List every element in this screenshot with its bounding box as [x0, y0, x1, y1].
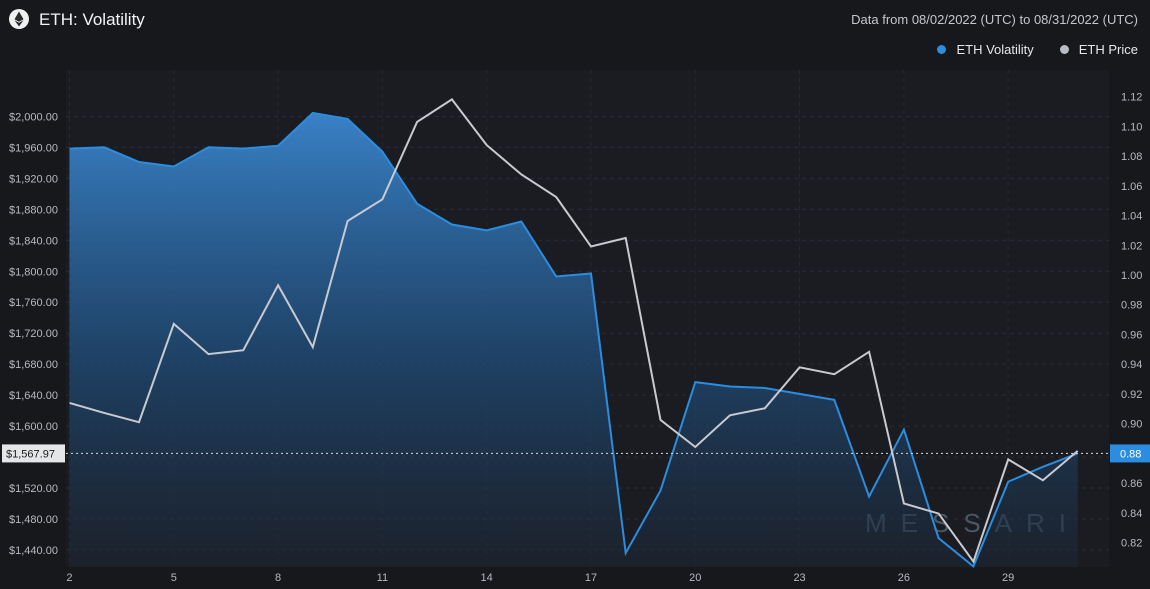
right-tick-label: 1.12	[1121, 92, 1142, 104]
left-tick-label: $1,720.00	[9, 328, 58, 340]
legend-label-volatility: ETH Volatility	[956, 42, 1034, 57]
left-tick-label: $1,840.00	[9, 235, 58, 247]
right-tick-label: 1.04	[1121, 211, 1142, 223]
crosshair-left-label: $1,567.97	[2, 444, 65, 463]
right-tick-label: 1.10	[1121, 121, 1142, 133]
legend-label-price: ETH Price	[1078, 42, 1138, 57]
x-tick-label: 26	[898, 572, 910, 584]
volatility-line[interactable]	[69, 111, 1079, 569]
right-tick-label: 0.94	[1121, 359, 1142, 371]
left-tick-label: $1,760.00	[9, 297, 58, 309]
right-tick-label: 1.00	[1121, 270, 1142, 282]
right-tick-label: 0.96	[1121, 329, 1142, 341]
right-tick-label: 1.08	[1121, 151, 1142, 163]
legend-item-price[interactable]: ETH Price	[1059, 42, 1138, 57]
x-axis: 2 5 8 11 14 17 20 23 26 29	[66, 572, 1014, 584]
right-axis: 0.82 0.84 0.86 0.90 0.92 0.94 0.96 0.98 1.00 1.02…	[1121, 92, 1142, 550]
legend: ETH Volatility ETH Price	[937, 42, 1138, 57]
price-line[interactable]	[69, 98, 1079, 564]
chart-header: ETH: Volatility Data from 08/02/2022 (UT…	[0, 0, 1150, 70]
legend-swatch-price	[1059, 45, 1069, 54]
x-tick-label: 17	[585, 572, 597, 584]
x-tick-label: 2	[66, 572, 72, 584]
left-tick-label: $1,680.00	[9, 359, 58, 371]
left-tick-label: $1,520.00	[9, 483, 58, 495]
left-tick-label: $1,880.00	[9, 204, 58, 216]
left-tick-label: $1,920.00	[9, 173, 58, 185]
right-tick-label: 0.82	[1121, 538, 1142, 550]
left-axis: $1,440.00 $1,480.00 $1,520.00 $1,600.00 $1,6…	[9, 111, 58, 557]
right-tick-label: 0.84	[1121, 508, 1142, 520]
left-tick-label: $1,600.00	[9, 421, 58, 433]
date-range: Data from 08/02/2022 (UTC) to 08/31/2022…	[851, 12, 1138, 27]
left-tick-label: $1,440.00	[9, 545, 58, 557]
x-tick-label: 5	[171, 572, 177, 584]
svg-text:$1,567.97: $1,567.97	[6, 448, 55, 460]
right-tick-label: 1.06	[1121, 181, 1142, 193]
x-tick-label: 11	[377, 572, 388, 584]
crosshair-right-label: 0.88	[1110, 444, 1150, 463]
chart-title: ETH: Volatility	[39, 10, 145, 29]
x-tick-label: 29	[1002, 572, 1014, 584]
left-tick-label: $1,960.00	[9, 142, 58, 154]
right-tick-label: 0.90	[1121, 419, 1142, 431]
x-tick-label: 8	[275, 572, 281, 584]
left-tick-label: $1,800.00	[9, 266, 58, 278]
left-tick-label: $1,640.00	[9, 390, 58, 402]
left-tick-label: $1,480.00	[9, 514, 58, 526]
ethereum-icon	[9, 9, 29, 29]
right-tick-label: 0.92	[1121, 389, 1142, 401]
right-tick-label: 1.02	[1121, 240, 1142, 252]
x-tick-label: 20	[689, 572, 701, 584]
right-tick-label: 0.86	[1121, 478, 1142, 490]
x-tick-label: 23	[793, 572, 805, 584]
svg-text:0.88: 0.88	[1120, 448, 1141, 460]
x-tick-label: 14	[481, 572, 493, 584]
legend-item-volatility[interactable]: ETH Volatility	[937, 42, 1034, 57]
legend-swatch-volatility	[937, 45, 947, 54]
left-tick-label: $2,000.00	[9, 111, 58, 123]
right-tick-label: 0.98	[1121, 300, 1142, 312]
